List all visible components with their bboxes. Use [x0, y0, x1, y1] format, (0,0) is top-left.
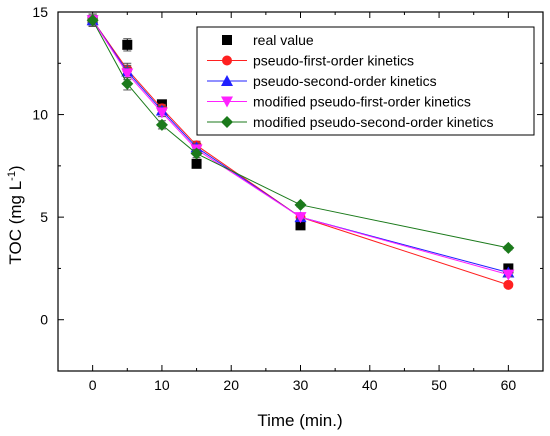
- data-point: [294, 212, 307, 224]
- data-point: [503, 279, 514, 290]
- y-axis: 0 5 10 15: [32, 4, 543, 372]
- data-point: [190, 147, 203, 160]
- x-axis-title: Time (min.): [257, 411, 342, 430]
- x-tick-label: 30: [293, 377, 309, 393]
- series-line: [92, 19, 509, 286]
- legend-marker: [221, 96, 233, 108]
- legend-label: pseudo-first-order kinetics: [253, 53, 414, 69]
- data-point: [502, 241, 515, 254]
- y-axis-title: TOC (mg L-1): [6, 165, 25, 264]
- data-point: [155, 107, 168, 119]
- x-tick-label: 0: [89, 377, 97, 393]
- data-point: [502, 269, 515, 281]
- series-line: [92, 19, 509, 249]
- data-point: [86, 14, 99, 27]
- y-axis-title-superscript: -1: [6, 171, 18, 181]
- data-point: [121, 77, 134, 90]
- y-tick-label: 10: [32, 107, 48, 123]
- series-layer: [86, 13, 515, 290]
- legend-label: modified pseudo-first-order kinetics: [253, 94, 471, 110]
- x-tick-label: 10: [154, 377, 170, 393]
- y-axis-title-close: ): [6, 165, 25, 171]
- legend-marker: [222, 35, 232, 45]
- legend-label: real value: [253, 32, 314, 48]
- legend-label: modified pseudo-second-order kinetics: [253, 114, 493, 130]
- x-tick-label: 60: [501, 377, 517, 393]
- data-point: [295, 220, 306, 231]
- y-tick-label: 0: [40, 312, 48, 328]
- legend-marker: [221, 116, 233, 128]
- series-line: [92, 19, 509, 276]
- legend-marker: [222, 55, 232, 66]
- legend: real value pseudo-first-order kinetics pse…: [196, 26, 535, 136]
- data-point: [191, 158, 202, 169]
- data-point: [122, 39, 133, 50]
- x-tick-label: 50: [431, 377, 447, 393]
- x-tick-label: 40: [362, 377, 378, 393]
- x-axis: 0 10 20 30 40 50 60: [57, 12, 544, 393]
- y-tick-label: 15: [32, 4, 48, 20]
- x-tick-label: 20: [223, 377, 239, 393]
- legend-box: [196, 26, 535, 136]
- legend-label: pseudo-second-order kinetics: [253, 73, 437, 89]
- series-5: [86, 13, 515, 254]
- data-point: [155, 118, 168, 131]
- y-axis-title-main: TOC (mg L: [6, 181, 25, 265]
- data-point: [294, 198, 307, 211]
- y-tick-label: 5: [40, 209, 48, 225]
- data-point: [121, 68, 134, 80]
- legend-marker: [221, 75, 233, 86]
